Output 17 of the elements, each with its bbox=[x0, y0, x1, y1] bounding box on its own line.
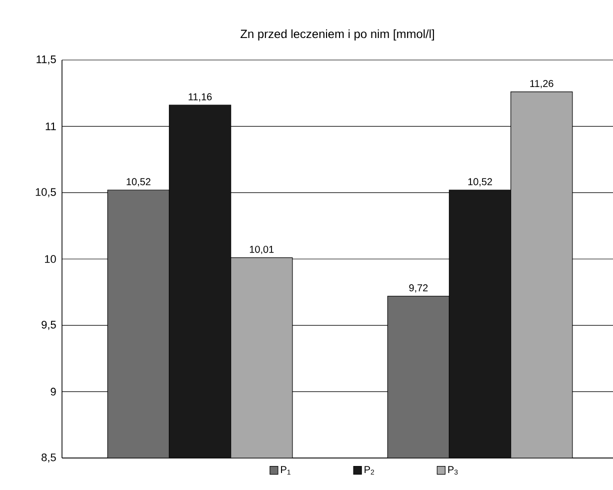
y-tick-label: 10 bbox=[44, 255, 56, 263]
y-tick-label: 10,5 bbox=[36, 188, 56, 198]
data-label: 11,16 bbox=[188, 93, 212, 102]
data-label: 10,52 bbox=[126, 178, 150, 186]
data-label: 10,52 bbox=[468, 178, 492, 186]
y-tick-label: 9 bbox=[50, 388, 56, 396]
data-label: 9,72 bbox=[409, 284, 428, 293]
y-tick-label: 11 bbox=[46, 122, 56, 130]
data-label: 11,26 bbox=[530, 80, 554, 88]
legend-label: P$_{2}$ bbox=[364, 466, 374, 475]
chart-title: Zn przed leczeniem i po nim [mmol/l] bbox=[240, 29, 434, 40]
legend-label: P$_{3}$ bbox=[448, 466, 458, 475]
y-tick-label: 8,5 bbox=[42, 453, 56, 463]
y-tick-label: 11,5 bbox=[36, 56, 56, 64]
data-label: 10,01 bbox=[250, 246, 274, 254]
legend-label: P$_{1}$ bbox=[281, 466, 290, 475]
y-tick-label: 9,5 bbox=[42, 320, 56, 330]
